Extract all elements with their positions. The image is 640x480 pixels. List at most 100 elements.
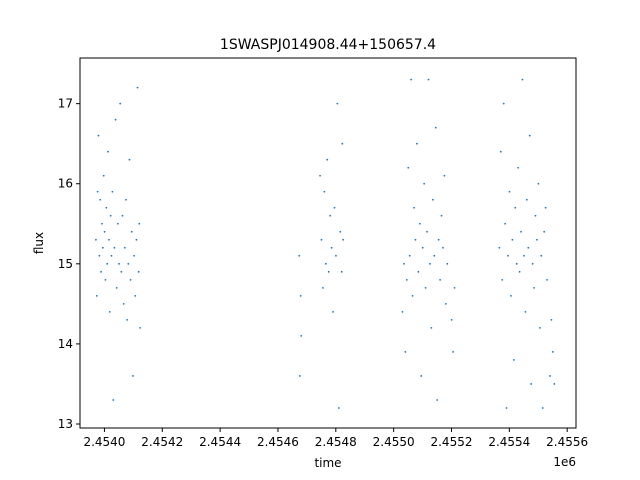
data-point	[421, 246, 424, 249]
data-point	[508, 190, 511, 193]
data-point	[138, 222, 141, 225]
data-point	[130, 230, 133, 233]
data-point	[444, 302, 447, 305]
data-point	[521, 78, 524, 81]
data-point	[553, 383, 556, 385]
data-point	[127, 262, 130, 265]
data-point	[541, 407, 544, 409]
y-axis: 13 14 15 16 17	[58, 97, 80, 431]
data-point	[333, 206, 336, 209]
y-tick-label: 17	[58, 97, 73, 111]
data-point	[97, 134, 100, 137]
data-point	[123, 246, 126, 249]
data-point	[116, 222, 119, 225]
data-point	[504, 222, 507, 225]
x-axis: 2.4540 2.4542 2.4544 2.4546 2.4548 2.4550 2.45…	[83, 428, 588, 449]
x-tick-label: 2.4542	[141, 435, 183, 449]
data-point	[298, 254, 301, 257]
data-point	[540, 254, 543, 257]
data-point	[320, 238, 323, 241]
data-point	[107, 150, 109, 153]
data-point	[102, 174, 105, 177]
data-point	[417, 270, 420, 273]
y-tick-label: 16	[58, 177, 73, 191]
data-point	[410, 78, 413, 81]
x-tick-label: 2.4544	[199, 435, 241, 449]
data-point	[416, 142, 418, 145]
data-point	[330, 246, 333, 249]
data-point	[95, 238, 97, 241]
data-point	[439, 278, 441, 281]
data-point	[452, 351, 454, 353]
x-tick-label: 2.4550	[373, 435, 415, 449]
data-point	[424, 286, 427, 289]
data-point	[401, 310, 404, 313]
data-point	[411, 294, 414, 297]
data-point	[137, 270, 140, 273]
data-point	[434, 126, 437, 129]
data-point	[132, 375, 134, 377]
data-point	[420, 375, 423, 377]
data-point	[327, 270, 330, 273]
data-point	[531, 262, 534, 265]
data-point	[96, 190, 99, 193]
data-point	[322, 286, 324, 289]
data-point	[101, 222, 103, 225]
data-point	[543, 230, 546, 233]
data-point	[329, 214, 332, 217]
data-point	[99, 198, 102, 201]
x-tick-label: 2.4548	[315, 435, 357, 449]
data-point	[299, 294, 302, 297]
data-point	[125, 198, 127, 201]
data-point	[113, 246, 116, 249]
data-point	[510, 294, 512, 297]
data-point	[340, 270, 343, 273]
data-point	[499, 150, 502, 153]
data-point	[336, 102, 339, 105]
data-point	[450, 318, 453, 321]
data-point	[323, 190, 326, 193]
data-point	[300, 335, 303, 337]
x-axis-label: time	[314, 456, 341, 470]
x-tick-label: 2.4554	[488, 435, 530, 449]
data-point	[111, 190, 114, 193]
data-point	[404, 351, 407, 353]
data-point	[341, 142, 344, 145]
data-point	[339, 230, 342, 233]
data-point	[110, 254, 113, 257]
data-point	[126, 318, 129, 321]
data-point	[527, 246, 530, 249]
data-point	[512, 359, 515, 361]
data-point	[324, 262, 327, 265]
data-point	[498, 246, 501, 249]
data-point	[413, 206, 415, 209]
data-point	[530, 383, 533, 385]
data-point	[121, 214, 124, 217]
data-point	[431, 198, 434, 201]
data-point	[502, 102, 505, 105]
data-point	[128, 158, 131, 161]
data-point	[525, 198, 528, 201]
data-point	[118, 262, 120, 265]
data-point	[429, 262, 431, 265]
data-point	[103, 230, 106, 233]
data-point	[418, 222, 421, 225]
data-point	[546, 278, 548, 281]
data-point	[423, 182, 426, 185]
data-point	[119, 102, 122, 105]
data-point	[515, 262, 518, 265]
data-point	[108, 310, 111, 313]
data-point	[112, 399, 115, 401]
data-point	[544, 206, 547, 209]
x-tick-label: 2.4546	[257, 435, 299, 449]
data-point	[524, 310, 527, 313]
data-point	[98, 254, 101, 257]
data-point	[523, 254, 525, 257]
y-tick-label: 13	[58, 417, 73, 431]
data-point	[342, 238, 345, 241]
data-point	[440, 214, 443, 217]
data-point	[511, 238, 514, 241]
data-point	[453, 286, 456, 289]
